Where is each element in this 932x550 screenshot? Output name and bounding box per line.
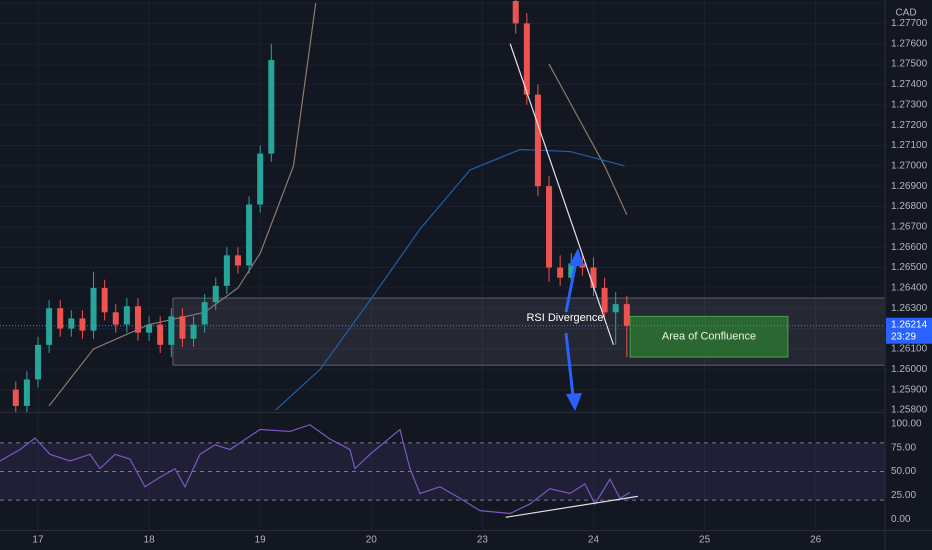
candle-body [234, 255, 241, 266]
x-tick-label: 20 [366, 535, 378, 546]
x-tick-label: 25 [699, 535, 711, 546]
y-tick-label: 1.27300 [891, 99, 928, 110]
y-tick-label: 1.26500 [891, 262, 928, 273]
candle-body [112, 312, 119, 325]
currency: CAD [895, 8, 916, 19]
rsi-tick-label: 25.00 [891, 490, 916, 501]
rsi-tick-label: 50.00 [891, 466, 916, 477]
y-tick-label: 1.27400 [891, 79, 928, 90]
y-tick-label: 1.27600 [891, 38, 928, 49]
candle-body [623, 304, 630, 326]
y-tick-label: 1.26800 [891, 201, 928, 212]
arrow-up-head [569, 248, 584, 266]
y-tick-label: 1.27100 [891, 140, 928, 151]
candle-body [612, 304, 619, 313]
candle-body [79, 318, 86, 331]
candle-body [568, 263, 575, 278]
arrows [564, 248, 584, 411]
candle-body [12, 389, 19, 406]
y-tick-label: 1.26100 [891, 344, 928, 355]
y-tick-label: 1.26700 [891, 221, 928, 232]
rsi-tick-label: 0.00 [891, 514, 911, 525]
candle-body [512, 1, 519, 24]
candle-body [190, 324, 197, 339]
price-pane: Area of Confluence [0, 0, 885, 412]
countdown: 23:29 [891, 331, 916, 342]
x-tick-label: 17 [32, 535, 44, 546]
x-tick-label: 24 [588, 535, 600, 546]
moving-average [548, 63, 628, 215]
candle-body [601, 287, 608, 313]
candle-body [590, 267, 597, 288]
arrow-down-head [566, 393, 582, 411]
arrow-down [564, 332, 575, 397]
candle-body [34, 344, 41, 380]
candle-body [168, 316, 175, 345]
y-tick-label: 1.26900 [891, 181, 928, 192]
candle-body [523, 23, 530, 95]
candle-body [212, 285, 219, 303]
rsi-tick-label: 75.00 [891, 442, 916, 453]
candle-body [534, 94, 541, 187]
candle-body [546, 186, 553, 268]
y-tick-label: 1.27200 [891, 120, 928, 131]
x-tick-label: 26 [810, 535, 822, 546]
last-price-label: 1.26214 [891, 319, 928, 330]
candle-body [179, 316, 186, 339]
candle-body [257, 153, 264, 205]
y-tick-label: 1.27000 [891, 160, 928, 171]
confluence-label: Area of Confluence [662, 331, 756, 343]
y-tick-label: 1.26600 [891, 242, 928, 253]
candle-body [223, 255, 230, 286]
candle-body [123, 306, 130, 325]
rsi-pane [0, 413, 885, 530]
candle-body [101, 287, 108, 313]
trendline [509, 43, 615, 346]
y-tick-label: 1.27700 [891, 18, 928, 29]
confluence-box [629, 315, 789, 358]
y-tick-label: 1.25900 [891, 384, 928, 395]
candle-body [90, 287, 97, 331]
last-price-box [886, 317, 932, 344]
x-tick-label: 19 [255, 535, 267, 546]
y-tick-label: 1.27500 [891, 59, 928, 70]
candle-body [23, 379, 30, 406]
candle-body [557, 267, 564, 278]
divergence-label: RSI Divergence [526, 312, 603, 324]
rsi-tick-label: 100.00 [891, 418, 922, 429]
candle-body [68, 318, 75, 329]
candle-body [46, 308, 53, 345]
candle-body [146, 324, 153, 333]
rsi-line [0, 424, 631, 515]
moving-average [275, 148, 625, 411]
candle-body [246, 204, 253, 266]
y-tick-label: 1.26400 [891, 283, 928, 294]
y-tick-label: 1.25800 [891, 405, 928, 416]
x-tick-label: 18 [144, 535, 156, 546]
candle-body [57, 308, 64, 329]
moving-average [48, 2, 317, 407]
candle-body [157, 324, 164, 345]
y-tick-label: 1.26000 [891, 364, 928, 375]
x-tick-label: 23 [477, 535, 489, 546]
candle-body [201, 302, 208, 325]
arrow-up [564, 261, 578, 313]
rsi-divergence [505, 495, 639, 518]
y-tick-label: 1.26300 [891, 303, 928, 314]
candle-body [268, 60, 275, 154]
candle-body [134, 306, 141, 333]
